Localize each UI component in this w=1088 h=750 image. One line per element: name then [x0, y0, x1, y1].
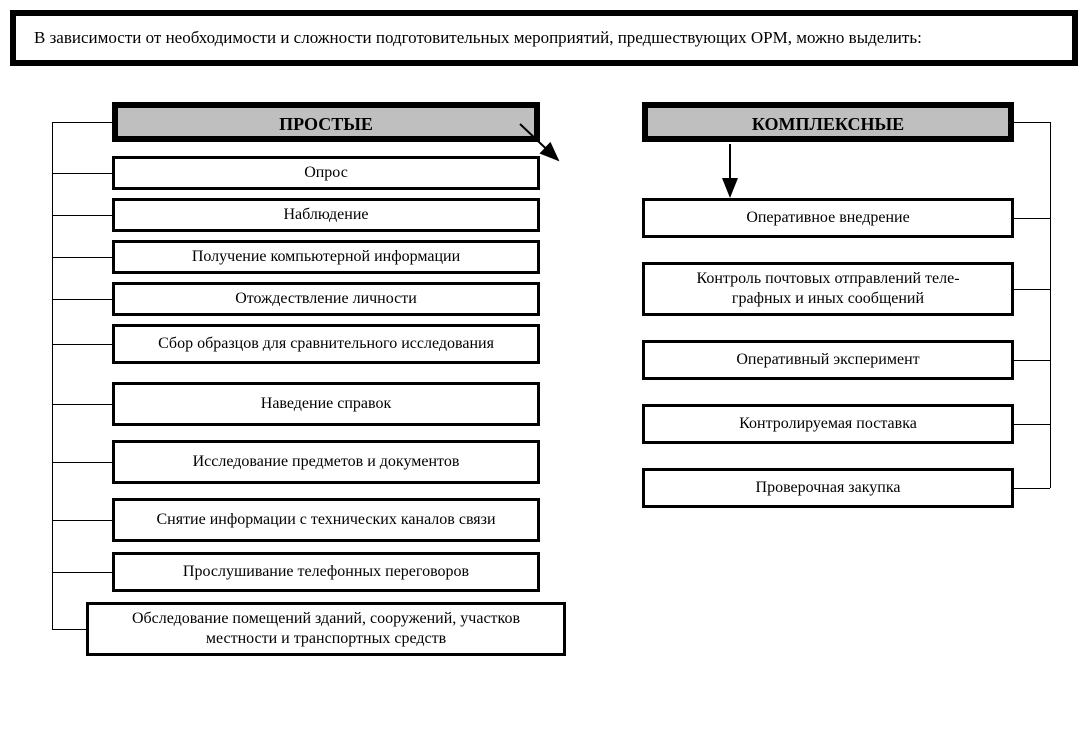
connector-hline — [1014, 289, 1050, 290]
left-item: Получение компьютерной информации — [112, 240, 540, 274]
right-item: Контроль почтовых отправлений теле- граф… — [642, 262, 1014, 316]
connector-hline — [52, 520, 112, 521]
left-item: Прослушивание телефонных переговоров — [112, 552, 540, 592]
left-item-label: Опрос — [304, 163, 348, 183]
left-item: Наведение справок — [112, 382, 540, 426]
connector-hline — [52, 215, 112, 216]
connector-hline — [1014, 218, 1050, 219]
right-header: КОМПЛЕКСНЫЕ — [642, 102, 1014, 142]
connector-vline — [52, 122, 53, 629]
left-item: Сбор образцов для сравнительного исследо… — [112, 324, 540, 364]
right-item: Оперативный эксперимент — [642, 340, 1014, 380]
connector-hline — [52, 344, 112, 345]
right-item-label: Контроль почтовых отправлений теле- граф… — [696, 269, 959, 309]
right-item: Проверочная закупка — [642, 468, 1014, 508]
connector-hline — [52, 629, 86, 630]
right-item: Контролируемая поставка — [642, 404, 1014, 444]
connector-hline — [52, 122, 112, 123]
connector-hline — [52, 173, 112, 174]
left-item-label: Исследование предметов и документов — [193, 452, 460, 472]
connector-hline — [1014, 360, 1050, 361]
connector-hline — [1014, 488, 1050, 489]
connector-hline — [1014, 122, 1050, 123]
left-item: Обследование помещений зданий, сооружени… — [86, 602, 566, 656]
left-item-label: Снятие информации с технических каналов … — [156, 510, 495, 530]
right-item: Оперативное внедрение — [642, 198, 1014, 238]
left-header-label: ПРОСТЫЕ — [279, 114, 373, 134]
left-item-label: Обследование помещений зданий, сооружени… — [99, 609, 553, 649]
right-item-label: Оперативное внедрение — [746, 208, 909, 228]
connector-vline — [1050, 122, 1051, 488]
left-item: Снятие информации с технических каналов … — [112, 498, 540, 542]
left-item-label: Прослушивание телефонных переговоров — [183, 562, 469, 582]
connector-hline — [52, 462, 112, 463]
left-item: Исследование предметов и документов — [112, 440, 540, 484]
left-item: Отождествление личности — [112, 282, 540, 316]
left-item-label: Наведение справок — [261, 394, 391, 414]
title-text: В зависимости от необходимости и сложнос… — [34, 28, 922, 47]
right-item-label: Оперативный эксперимент — [736, 350, 919, 370]
right-item-label: Контролируемая поставка — [739, 414, 917, 434]
title-box: В зависимости от необходимости и сложнос… — [10, 10, 1078, 66]
left-item-label: Сбор образцов для сравнительного исследо… — [158, 334, 494, 354]
right-item-label: Проверочная закупка — [756, 478, 901, 498]
connector-hline — [52, 257, 112, 258]
left-item: Опрос — [112, 156, 540, 190]
right-header-label: КОМПЛЕКСНЫЕ — [752, 114, 904, 134]
left-item: Наблюдение — [112, 198, 540, 232]
connector-hline — [52, 299, 112, 300]
connector-hline — [52, 572, 112, 573]
left-item-label: Отождествление личности — [235, 289, 417, 309]
connector-hline — [52, 404, 112, 405]
connector-hline — [1014, 424, 1050, 425]
left-item-label: Получение компьютерной информации — [192, 247, 460, 267]
left-item-label: Наблюдение — [284, 205, 369, 225]
left-header: ПРОСТЫЕ — [112, 102, 540, 142]
